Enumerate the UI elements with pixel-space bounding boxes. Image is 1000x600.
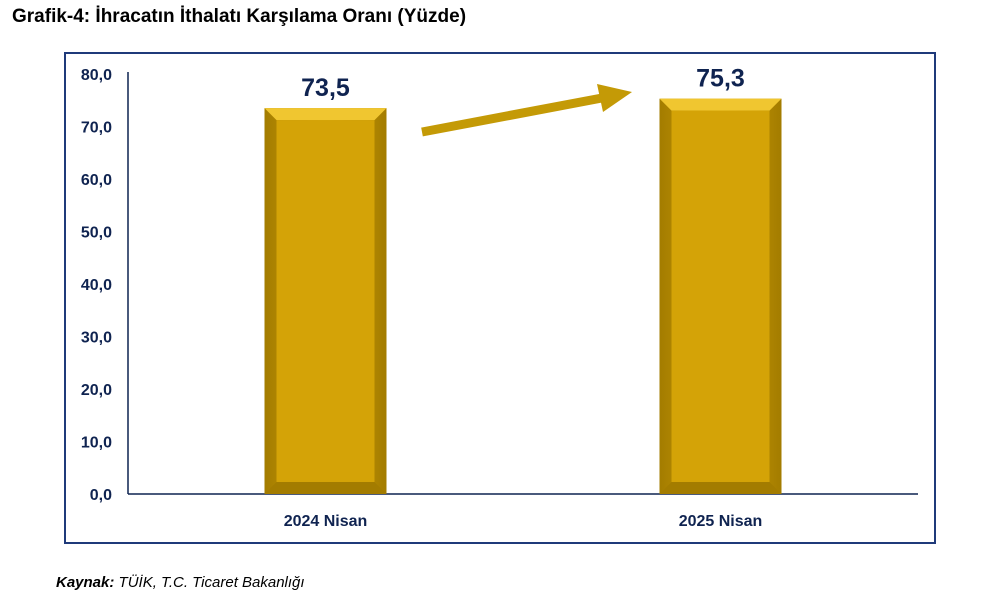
source-text: TÜİK, T.C. Ticaret Bakanlığı xyxy=(114,574,305,591)
chart-title: Grafik-4: İhracatın İthalatı Karşılama O… xyxy=(12,6,467,27)
y-tick-label: 40,0 xyxy=(81,277,112,294)
bar-bevel-bottom xyxy=(659,482,782,494)
bar-face xyxy=(276,120,375,482)
y-tick-label: 30,0 xyxy=(81,330,112,347)
x-category-label: 2024 Nisan xyxy=(284,513,368,530)
y-tick-label: 80,0 xyxy=(81,67,112,84)
bar-bevel-bottom xyxy=(264,482,387,494)
data-label: 75,3 xyxy=(696,65,745,93)
bar xyxy=(659,98,782,495)
data-label: 73,5 xyxy=(301,74,350,102)
bar-bevel-top xyxy=(264,108,387,121)
y-tick-label: 0,0 xyxy=(90,487,112,504)
y-tick-label: 60,0 xyxy=(81,172,112,189)
y-tick-label: 20,0 xyxy=(81,382,112,399)
y-tick-label: 10,0 xyxy=(81,435,112,452)
chart-frame xyxy=(64,52,936,544)
trend-arrow-head xyxy=(597,84,632,112)
bar-bevel-top xyxy=(659,98,782,111)
trend-arrow-shaft xyxy=(421,93,603,137)
y-tick-label: 70,0 xyxy=(81,120,112,137)
trend-arrow xyxy=(421,84,632,137)
bar xyxy=(264,108,387,494)
x-category-label: 2025 Nisan xyxy=(679,513,763,530)
bar-face xyxy=(671,110,770,483)
source-note: Kaynak: TÜİK, T.C. Ticaret Bakanlığı xyxy=(56,574,305,591)
y-tick-label: 50,0 xyxy=(81,225,112,242)
source-label: Kaynak: xyxy=(56,574,115,591)
